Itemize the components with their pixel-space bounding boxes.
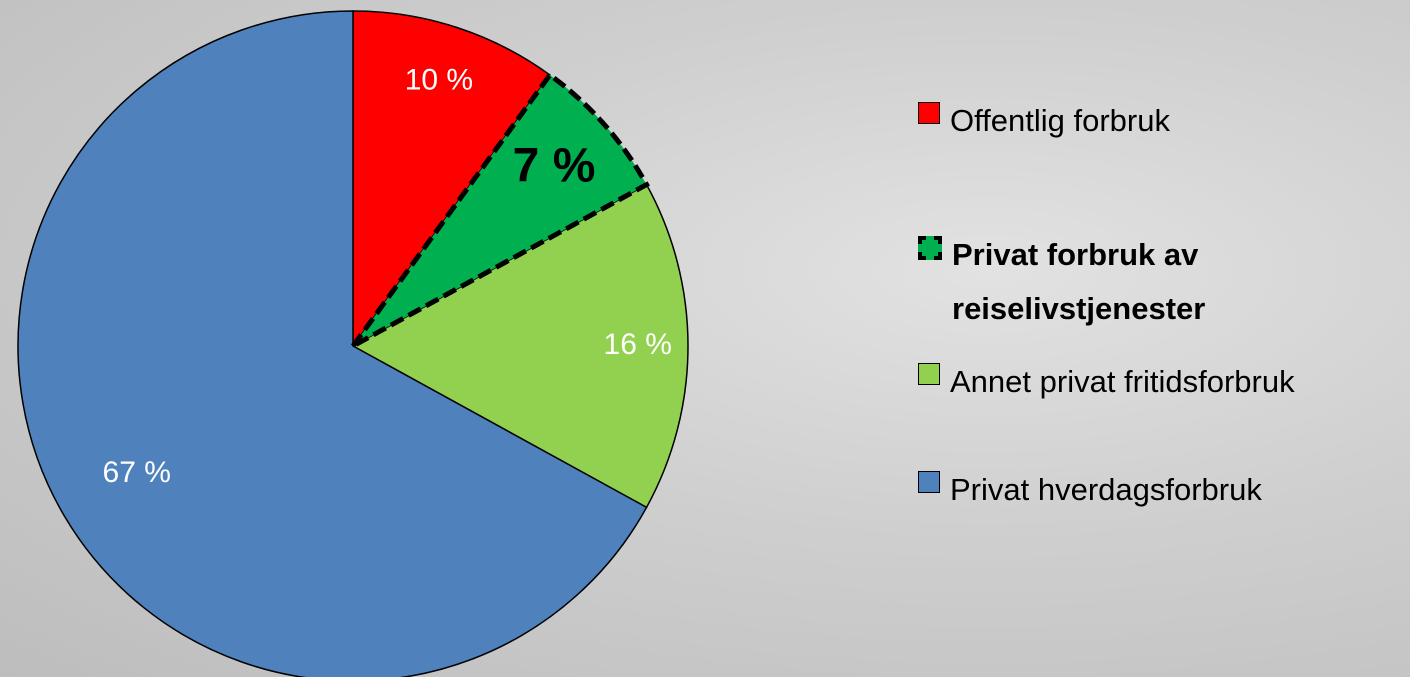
data-label: 16 % — [604, 328, 672, 361]
data-label: 10 % — [405, 63, 473, 96]
legend-item: Privat forbruk av reiselivstjenester — [918, 228, 1352, 336]
data-label: 7 % — [513, 139, 596, 192]
legend-label: Offentlig forbruk — [950, 103, 1170, 138]
pie-slice — [17, 10, 648, 677]
pie-slice — [350, 71, 650, 349]
legend-label: Annet privat fritidsforbruk — [950, 364, 1295, 399]
pie-slice — [351, 183, 689, 509]
legend-swatch — [918, 236, 942, 260]
legend-label: Privat forbruk av reiselivstjenester — [952, 237, 1206, 326]
legend-item: Offentlig forbruk — [918, 94, 1170, 148]
data-label: 67 % — [103, 456, 171, 489]
legend-item: Annet privat fritidsforbruk — [918, 355, 1295, 409]
pie-slice — [352, 10, 551, 349]
legend-swatch — [918, 363, 940, 385]
legend-label: Privat hverdagsforbruk — [950, 472, 1262, 507]
legend-swatch — [918, 471, 940, 493]
legend-item: Privat hverdagsforbruk — [918, 463, 1262, 517]
legend-swatch — [918, 102, 940, 124]
